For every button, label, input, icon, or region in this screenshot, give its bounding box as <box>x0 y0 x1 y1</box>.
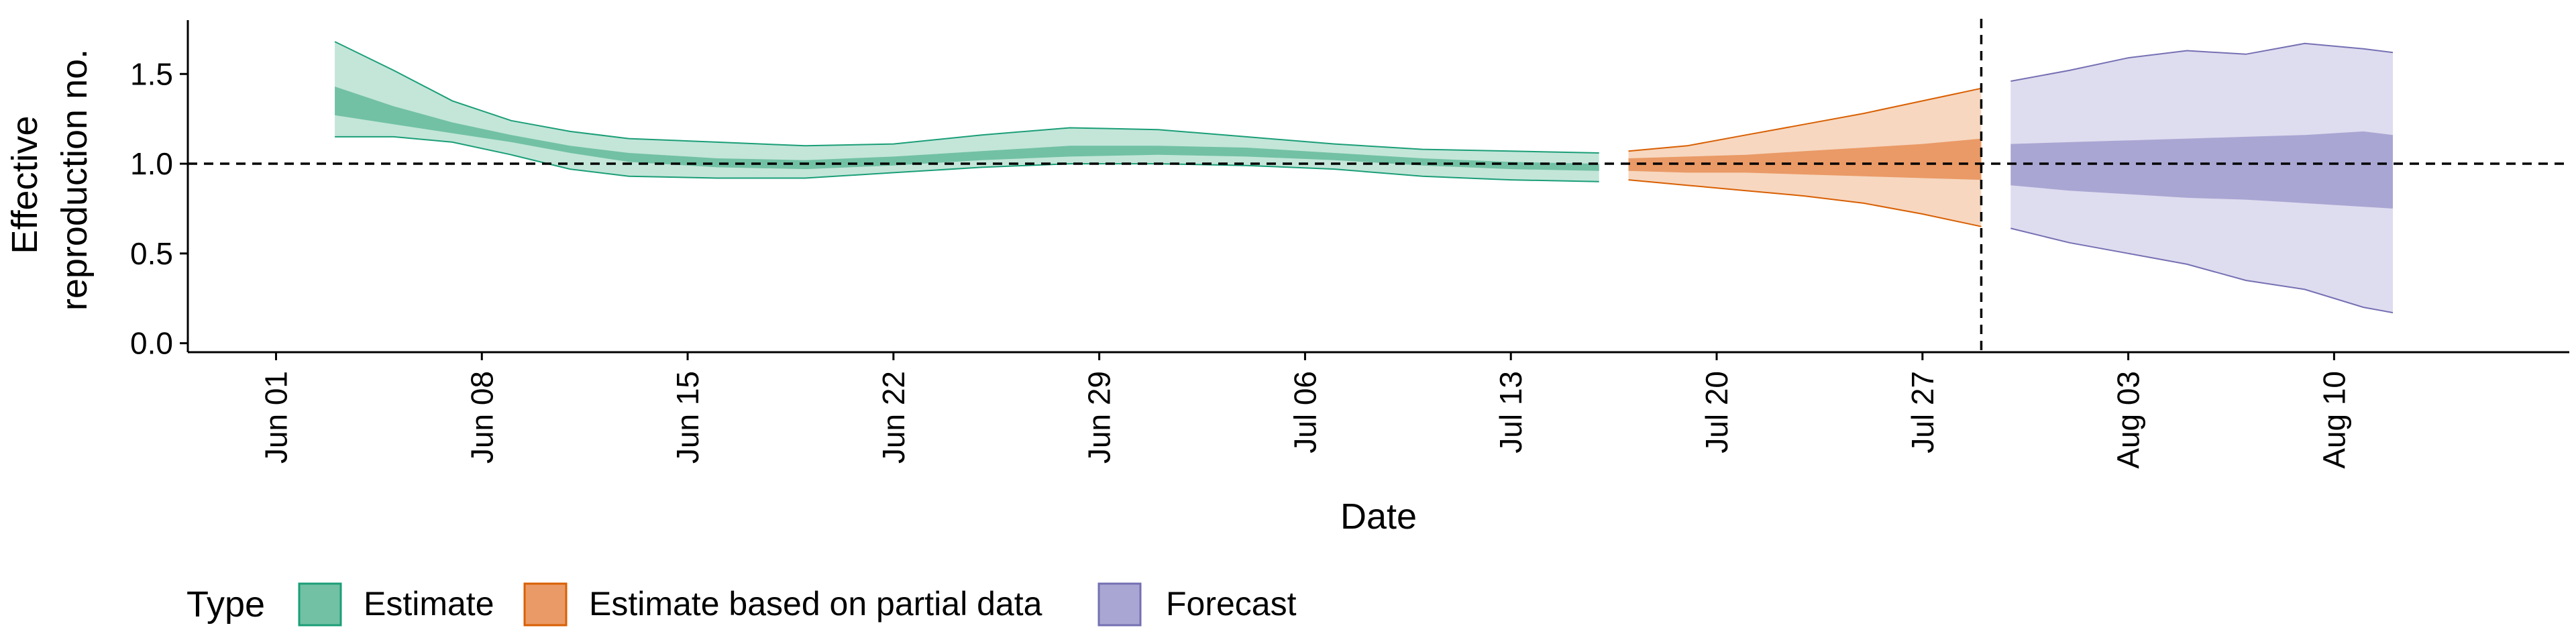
legend-key-forecast <box>1097 582 1142 627</box>
legend-title: Type <box>186 584 265 625</box>
legend-label-partial: Estimate based on partial data <box>589 585 1042 623</box>
legend: Type Estimate Estimate based on partial … <box>186 582 1297 627</box>
estimate-based-on-partial-data-upper-bound-line <box>1628 87 1982 152</box>
estimate-upper-bound-line <box>334 41 1599 154</box>
estimate-based-on-partial-data-inner-band <box>1628 138 1982 180</box>
x-tick-label: Jun 29 <box>1082 371 1117 464</box>
x-axis-title: Date <box>1340 496 1417 537</box>
legend-label-estimate: Estimate <box>364 585 494 623</box>
x-tick-label: Jun 01 <box>259 371 294 464</box>
y-axis-title: Effective reproduction no. <box>5 49 95 311</box>
estimate-lower-bound-line <box>335 136 1599 182</box>
forecast-inner-band <box>2010 131 2393 209</box>
band-layer <box>334 41 2394 314</box>
forecast-lower-bound-line <box>2010 227 2394 314</box>
legend-label-forecast: Forecast <box>1166 585 1297 623</box>
x-tick-label: Jul 13 <box>1493 371 1528 453</box>
x-tick-label: Jul 06 <box>1287 371 1322 453</box>
forecast-upper-bound-line <box>2010 42 2394 82</box>
y-tick-label: 1.0 <box>130 146 173 181</box>
estimate-inner-band <box>335 87 1599 171</box>
legend-key-estimate <box>298 582 342 627</box>
y-tick-label: 0.0 <box>130 326 173 361</box>
x-tick-label: Jul 20 <box>1699 371 1734 453</box>
y-axis-title-line-2: reproduction no. <box>54 49 95 311</box>
x-tick-label: Aug 10 <box>2316 371 2351 469</box>
y-axis-ticks: 0.0 0.5 1.0 1.5 <box>130 56 188 361</box>
estimate-based-on-partial-data-lower-bound-line <box>1628 179 1982 227</box>
x-tick-label: Jun 22 <box>876 371 911 464</box>
x-tick-label: Jun 15 <box>670 371 705 464</box>
y-axis-title-line-1: Effective <box>5 115 45 254</box>
estimate-outer-band <box>335 42 1599 182</box>
x-tick-label: Aug 03 <box>2111 371 2146 469</box>
x-axis-ticks: Jun 01 Jun 08 Jun 15 Jun 22 Jun 29 Jul 06 Jul … <box>259 352 2351 469</box>
axes <box>186 20 2569 354</box>
reference-lines <box>188 19 2569 352</box>
x-tick-label: Jul 27 <box>1905 371 1940 453</box>
x-tick-label: Jun 08 <box>464 371 499 464</box>
legend-key-partial <box>523 582 568 627</box>
y-tick-label: 0.5 <box>130 236 173 271</box>
y-tick-label: 1.5 <box>130 56 173 91</box>
